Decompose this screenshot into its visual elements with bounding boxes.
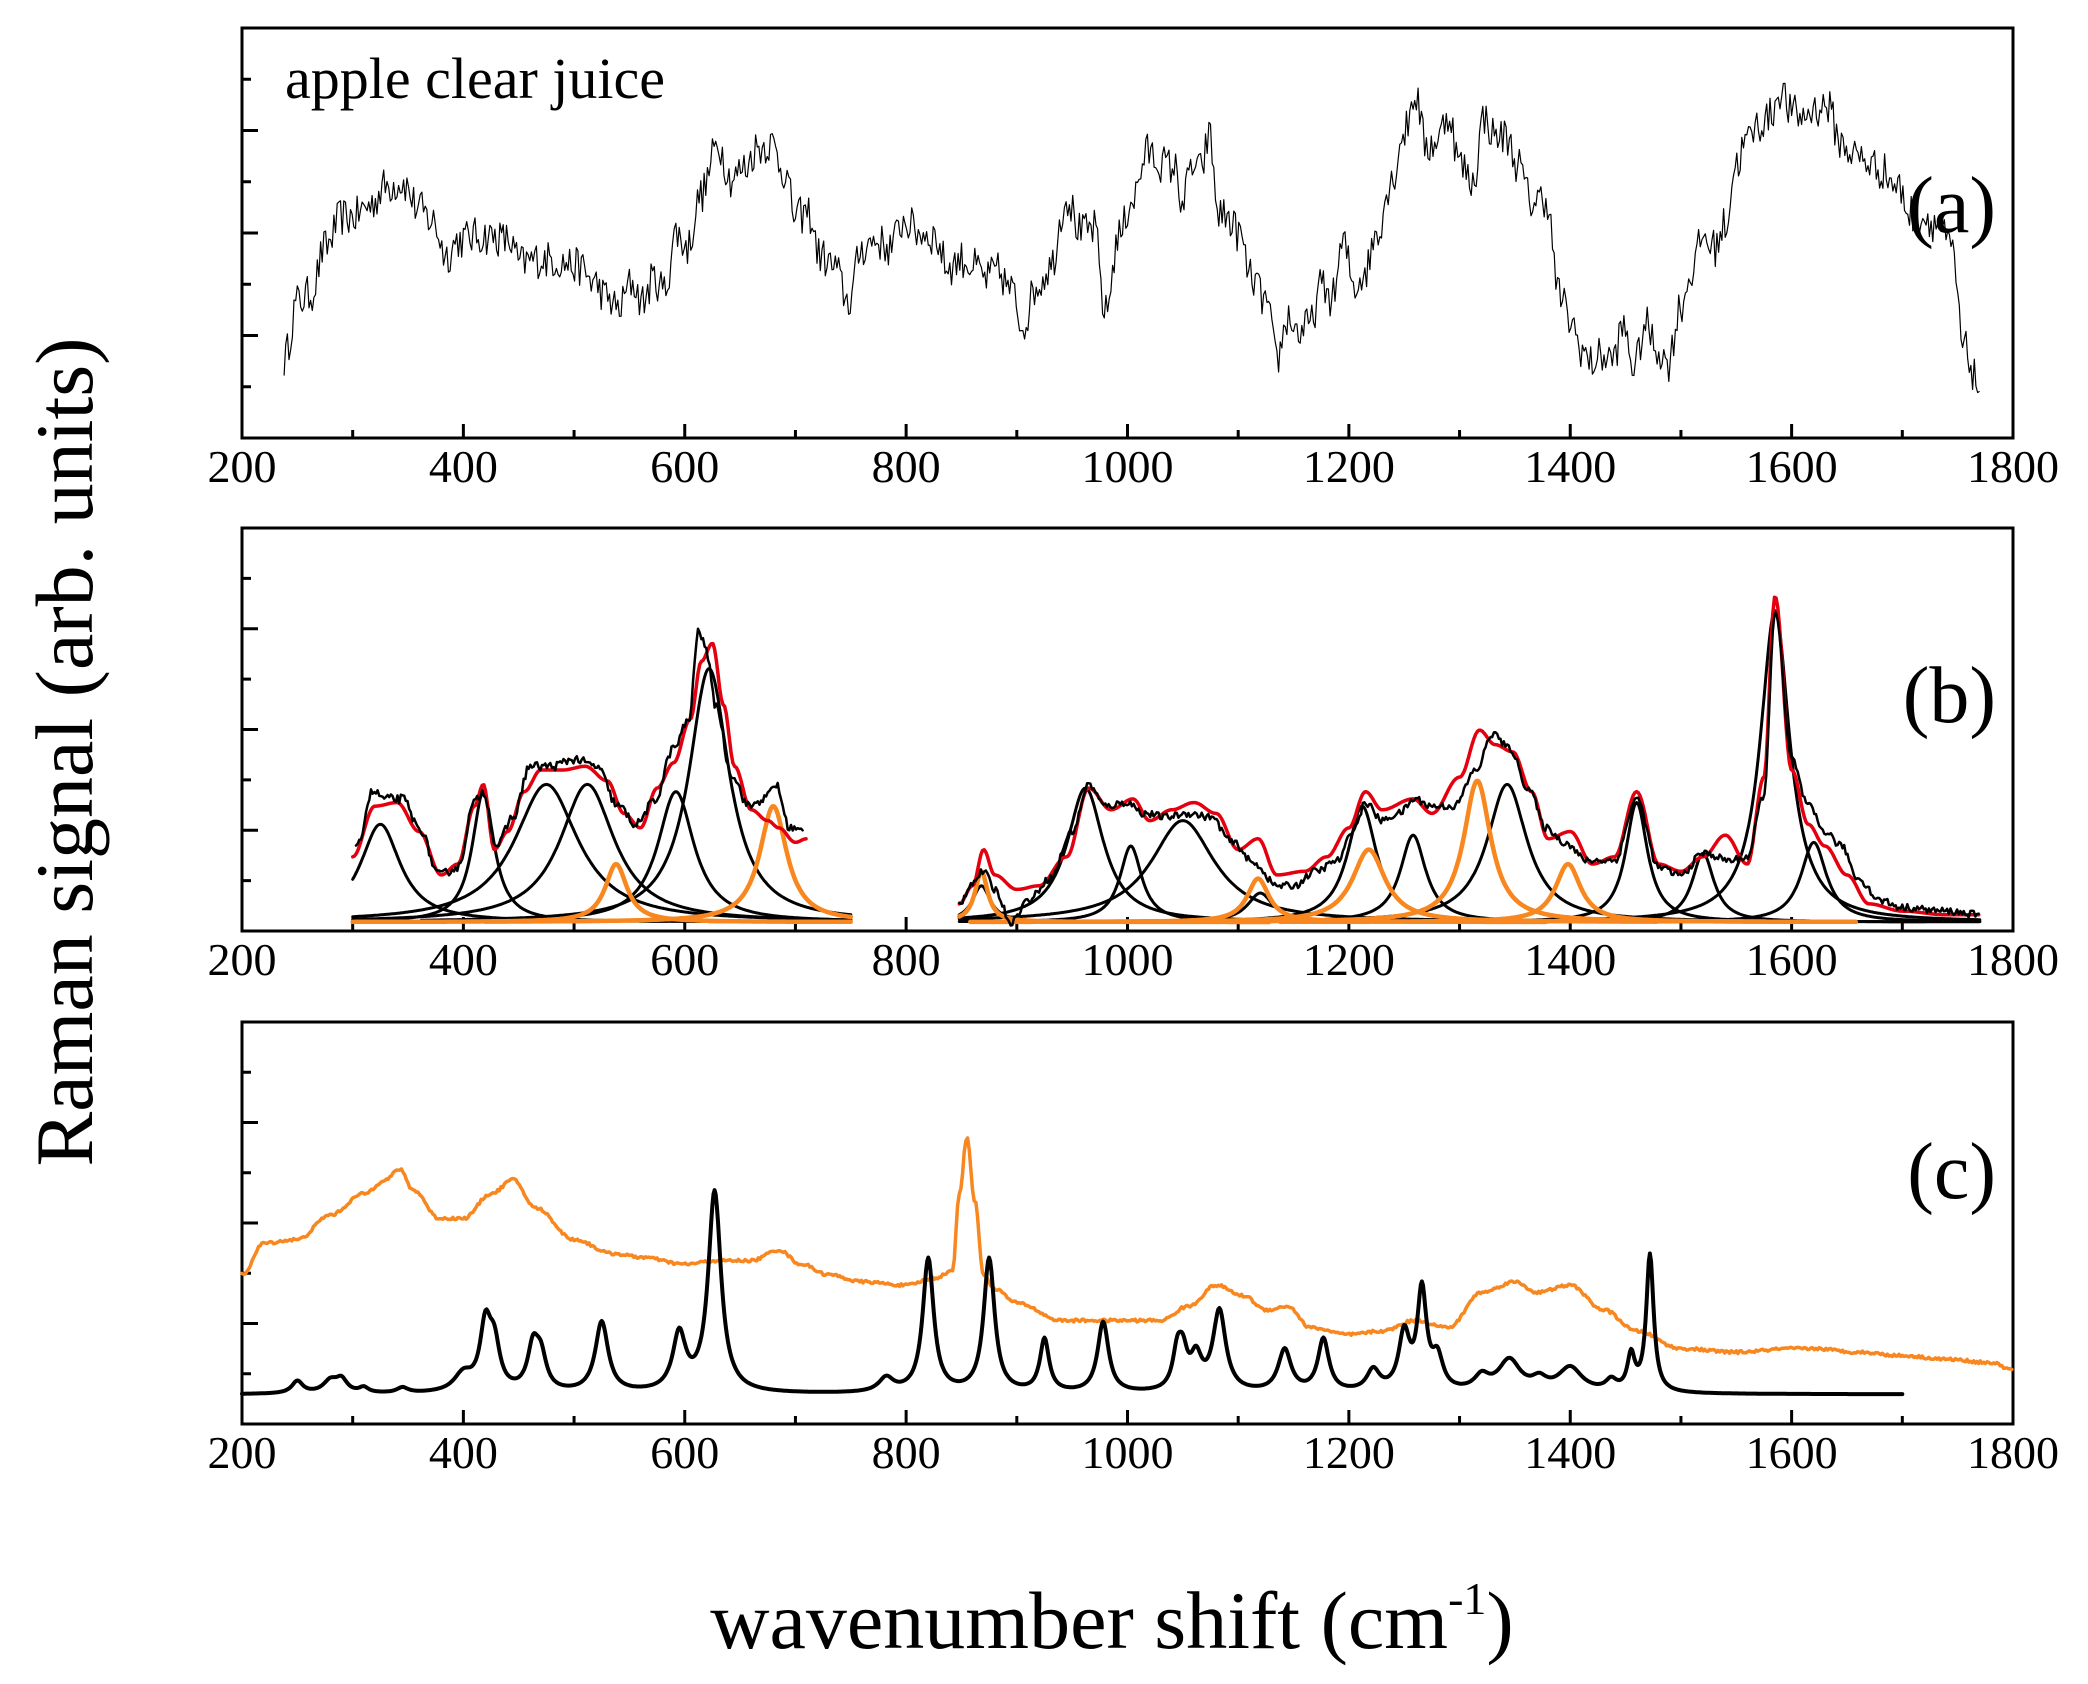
panel-b-label: (b)	[1903, 652, 1996, 740]
panel-c: 200 400 600 800 1000 1200 1400 1600 1800 (c)	[208, 1020, 2059, 1478]
panel-a-sample-label: apple clear juice	[285, 46, 665, 111]
orange-fitted-peak	[483, 803, 854, 924]
black-fitted-peak	[1072, 804, 1652, 924]
x-tick-label: 800	[872, 934, 941, 985]
x-tick-label: 200	[208, 934, 277, 985]
x-tick-label: 600	[650, 441, 719, 492]
x-axis-title-superscript: -1	[1448, 1573, 1486, 1624]
y-axis-title: Raman signal (arb. units)	[19, 338, 110, 1167]
x-tick-label: 800	[872, 441, 941, 492]
x-tick-label: 1200	[1303, 1427, 1395, 1478]
x-tick-label: 1400	[1524, 1427, 1616, 1478]
black-fitted-peak	[957, 786, 1375, 923]
black-fitted-peak	[957, 819, 1473, 922]
panel-c-orange-spectrum	[240, 1136, 2014, 1372]
x-tick-label: 400	[429, 934, 498, 985]
x-tick-label: 1600	[1746, 934, 1838, 985]
panel-a-black-spectrum	[283, 82, 1980, 394]
x-axis-title-close: )	[1486, 1575, 1513, 1666]
panel-c-label: (c)	[1907, 1128, 1996, 1216]
x-tick-label: 600	[650, 1427, 719, 1478]
panel-b-black-spectrum	[354, 627, 804, 877]
x-tick-label: 1200	[1303, 934, 1395, 985]
x-tick-label: 1600	[1746, 441, 1838, 492]
x-tick-label: 200	[208, 1427, 277, 1478]
panel-a: 200 400 600 800 1000 1200 1400 1600 1800 apple c…	[208, 26, 2059, 492]
x-tick-label: 1400	[1524, 934, 1616, 985]
x-axis-title-main: wavenumber shift (cm	[710, 1575, 1448, 1666]
x-tick-label: 1600	[1746, 1427, 1838, 1478]
panel-c-black-spectrum	[240, 1188, 1905, 1397]
x-tick-label: 400	[429, 1427, 498, 1478]
panel-b-frame	[240, 526, 2015, 933]
panel-a-x-ticks: 200 400 600 800 1000 1200 1400 1600 1800	[208, 424, 2059, 492]
panel-b-black-spectrum	[958, 612, 1980, 927]
x-tick-label: 1800	[1967, 441, 2059, 492]
black-fitted-peak	[351, 782, 853, 922]
black-fitted-peak	[351, 790, 773, 924]
orange-fitted-peak	[1078, 847, 1659, 924]
orange-fitted-peak	[1187, 778, 1768, 924]
panel-c-frame	[240, 1020, 2015, 1426]
x-axis-title: wavenumber shift (cm-1)	[710, 1573, 1513, 1666]
x-tick-label: 1800	[1967, 1427, 2059, 1478]
orange-fitted-peak	[350, 861, 854, 925]
panel-b-series	[350, 595, 1982, 927]
panel-b: 200 400 600 800 1000 1200 1400 1600 1800 (b)	[208, 526, 2059, 985]
x-tick-label: 1200	[1303, 441, 1395, 492]
panel-c-series	[240, 1136, 2014, 1397]
x-tick-label: 1000	[1082, 1427, 1174, 1478]
panel-c-x-ticks: 200 400 600 800 1000 1200 1400 1600 1800	[208, 1410, 2059, 1478]
panel-a-label: (a)	[1907, 162, 1996, 250]
x-tick-label: 1800	[1967, 934, 2059, 985]
orange-fitted-peak	[1277, 861, 1859, 925]
panel-a-series	[283, 82, 1980, 394]
panel-b-x-ticks: 200 400 600 800 1000 1200 1400 1600 1800	[208, 917, 2059, 985]
x-tick-label: 800	[872, 1427, 941, 1478]
black-fitted-peak	[419, 667, 853, 922]
x-tick-label: 400	[429, 441, 498, 492]
x-tick-label: 200	[208, 441, 277, 492]
x-tick-label: 1000	[1082, 934, 1174, 985]
x-tick-label: 1000	[1082, 441, 1174, 492]
panel-c-y-ticks	[242, 1070, 258, 1376]
x-tick-label: 600	[650, 934, 719, 985]
x-tick-label: 1400	[1524, 441, 1616, 492]
panel-b-red-spectrum	[957, 595, 1981, 917]
panel-a-y-ticks	[242, 77, 258, 389]
panel-b-y-ticks	[242, 576, 258, 883]
